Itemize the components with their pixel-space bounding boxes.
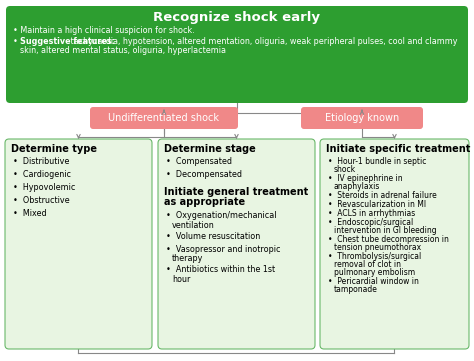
Text: hour: hour <box>172 275 191 284</box>
Text: •  Hypovolemic: • Hypovolemic <box>13 183 75 192</box>
Text: anaphylaxis: anaphylaxis <box>334 182 380 191</box>
Text: tamponade: tamponade <box>334 285 378 294</box>
Text: •  Decompensated: • Decompensated <box>166 170 242 179</box>
FancyBboxPatch shape <box>301 107 423 129</box>
Text: Undifferentiated shock: Undifferentiated shock <box>109 113 219 123</box>
Text: •  Revascularization in MI: • Revascularization in MI <box>328 200 426 209</box>
Text: skin, altered mental status, oliguria, hyperlactemia: skin, altered mental status, oliguria, h… <box>20 46 226 55</box>
FancyBboxPatch shape <box>90 107 238 129</box>
Text: •  Obstructive: • Obstructive <box>13 196 70 205</box>
Text: •  ACLS in arrhythmias: • ACLS in arrhythmias <box>328 209 415 218</box>
Text: Initiate specific treatment: Initiate specific treatment <box>326 144 470 154</box>
FancyBboxPatch shape <box>158 139 315 349</box>
FancyBboxPatch shape <box>320 139 469 349</box>
Text: •  Hour-1 bundle in septic: • Hour-1 bundle in septic <box>328 157 427 166</box>
Text: • Maintain a high clinical suspicion for shock.: • Maintain a high clinical suspicion for… <box>13 26 195 35</box>
Text: Recognize shock early: Recognize shock early <box>154 11 320 24</box>
Text: intervention in GI bleeding: intervention in GI bleeding <box>334 226 437 235</box>
Text: Etiology known: Etiology known <box>325 113 399 123</box>
FancyBboxPatch shape <box>5 139 152 349</box>
Text: Determine stage: Determine stage <box>164 144 256 154</box>
Text: •  Chest tube decompression in: • Chest tube decompression in <box>328 235 449 244</box>
Text: •  IV epinephrine in: • IV epinephrine in <box>328 174 402 183</box>
Text: pulmonary embolism: pulmonary embolism <box>334 268 415 277</box>
Text: as appropriate: as appropriate <box>164 197 245 207</box>
Text: Suggestive features:: Suggestive features: <box>20 37 115 46</box>
Text: •  Endoscopic/surgical: • Endoscopic/surgical <box>328 218 413 227</box>
Text: •  Cardiogenic: • Cardiogenic <box>13 170 71 179</box>
Text: •  Antibiotics within the 1st: • Antibiotics within the 1st <box>166 265 275 274</box>
Text: removal of clot in: removal of clot in <box>334 260 401 269</box>
Text: •  Volume resuscitation: • Volume resuscitation <box>166 232 260 241</box>
Text: ventilation: ventilation <box>172 221 215 230</box>
Text: •  Oxygenation/mechanical: • Oxygenation/mechanical <box>166 211 276 220</box>
Text: Initiate general treatment: Initiate general treatment <box>164 187 308 197</box>
Text: Determine type: Determine type <box>11 144 97 154</box>
Text: therapy: therapy <box>172 254 203 263</box>
Text: •  Mixed: • Mixed <box>13 209 46 218</box>
Text: •  Thrombolysis/surgical: • Thrombolysis/surgical <box>328 252 421 261</box>
Text: •  Steroids in adrenal failure: • Steroids in adrenal failure <box>328 191 437 200</box>
Text: •  Compensated: • Compensated <box>166 157 232 166</box>
Text: shock: shock <box>334 165 356 174</box>
Text: •  Distributive: • Distributive <box>13 157 69 166</box>
Text: tension pneumothorax: tension pneumothorax <box>334 243 421 252</box>
Text: tachycardia, hypotension, altered mentation, oliguria, weak peripheral pulses, c: tachycardia, hypotension, altered mentat… <box>68 37 457 46</box>
FancyBboxPatch shape <box>6 6 468 103</box>
Text: •: • <box>13 37 20 46</box>
Text: •  Vasopressor and inotropic: • Vasopressor and inotropic <box>166 244 281 253</box>
Text: •  Pericardial window in: • Pericardial window in <box>328 277 419 286</box>
